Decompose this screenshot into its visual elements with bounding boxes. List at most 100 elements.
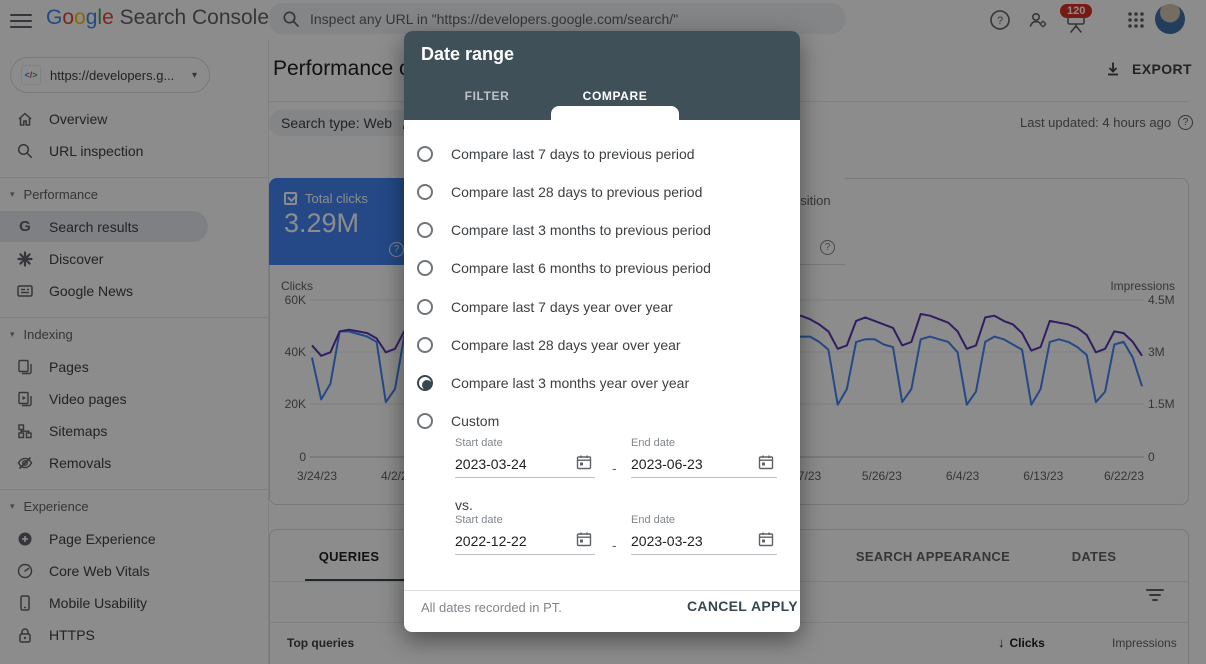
pages-icon bbox=[16, 358, 34, 376]
option-compare-3-months[interactable]: Compare last 3 months to previous period bbox=[404, 215, 800, 245]
help-icon[interactable]: ? bbox=[1178, 115, 1194, 130]
sidebar-item-google-news[interactable]: Google News bbox=[0, 275, 260, 306]
sidebar-item-label: Pages bbox=[49, 358, 89, 375]
option-custom[interactable]: Custom bbox=[404, 406, 800, 436]
radio-icon[interactable] bbox=[417, 337, 433, 353]
compare-start-date-field[interactable] bbox=[455, 531, 595, 555]
x-axis-tick: 5/26/23 bbox=[861, 469, 902, 483]
filter-icon[interactable] bbox=[1146, 589, 1164, 603]
lock-icon bbox=[16, 626, 34, 644]
sidebar-item-discover[interactable]: Discover bbox=[0, 243, 260, 274]
avatar[interactable] bbox=[1155, 4, 1185, 34]
active-tab-indicator bbox=[305, 579, 433, 582]
option-compare-28-days[interactable]: Compare last 28 days to previous period bbox=[404, 177, 800, 207]
calendar-icon[interactable] bbox=[758, 454, 774, 470]
compare-start-date-input[interactable] bbox=[455, 531, 595, 551]
table-header-clicks[interactable]: ↓ Clicks bbox=[998, 635, 1045, 650]
sidebar-section-experience[interactable]: ▾ Experience bbox=[0, 497, 260, 515]
divider bbox=[0, 177, 269, 178]
radio-icon[interactable] bbox=[417, 222, 433, 238]
tab-filter[interactable]: FILTER bbox=[464, 89, 510, 103]
option-compare-28-days-yoy[interactable]: Compare last 28 days year over year bbox=[404, 330, 800, 360]
calendar-icon[interactable] bbox=[576, 531, 592, 547]
option-label: Compare last 28 days year over year bbox=[451, 337, 681, 353]
video-pages-icon bbox=[16, 390, 34, 408]
sidebar-item-overview[interactable]: Overview bbox=[0, 103, 260, 134]
sidebar-section-indexing[interactable]: ▾ Indexing bbox=[0, 325, 260, 343]
sidebar-item-label: Search results bbox=[49, 218, 139, 235]
dialog-header: Date range FILTER COMPARE bbox=[404, 31, 800, 120]
compare-end-date-field[interactable] bbox=[631, 531, 777, 555]
sidebar-item-core-web-vitals[interactable]: Core Web Vitals bbox=[0, 555, 260, 586]
tab-dates[interactable]: DATES bbox=[1071, 549, 1117, 564]
calendar-icon[interactable] bbox=[758, 531, 774, 547]
sidebar-item-removals[interactable]: Removals bbox=[0, 447, 260, 478]
end-date-field[interactable] bbox=[631, 454, 777, 478]
option-compare-6-months[interactable]: Compare last 6 months to previous period bbox=[404, 253, 800, 283]
radio-icon[interactable] bbox=[417, 299, 433, 315]
search-input[interactable] bbox=[310, 10, 830, 27]
sidebar-item-sitemaps[interactable]: Sitemaps bbox=[0, 415, 260, 446]
sidebar-item-https[interactable]: HTTPS bbox=[0, 619, 260, 650]
sidebar-section-performance[interactable]: ▾ Performance bbox=[0, 185, 260, 203]
date-range-dialog: Date range FILTER COMPARE Compare last 7… bbox=[404, 31, 800, 632]
option-label: Compare last 7 days to previous period bbox=[451, 146, 695, 162]
radio-icon[interactable] bbox=[417, 413, 433, 429]
property-selector[interactable]: < / > https://developers.g... ▾ bbox=[10, 57, 210, 93]
vs-label: vs. bbox=[455, 497, 473, 513]
tab-queries[interactable]: QUERIES bbox=[318, 549, 380, 564]
app-logo[interactable]: Google Search Console bbox=[46, 6, 269, 30]
sidebar-item-label: Page Experience bbox=[49, 530, 156, 547]
radio-icon[interactable] bbox=[417, 375, 433, 391]
help-icon[interactable]: ? bbox=[988, 8, 1012, 32]
divider bbox=[0, 489, 269, 490]
menu-icon[interactable] bbox=[10, 10, 32, 30]
compare-end-date-input[interactable] bbox=[631, 531, 777, 551]
code-icon: < / > bbox=[21, 65, 41, 85]
chip-label: Search type: Web bbox=[281, 115, 393, 131]
radio-icon[interactable] bbox=[417, 146, 433, 162]
option-compare-3-months-yoy[interactable]: Compare last 3 months year over year bbox=[404, 368, 800, 398]
option-label: Compare last 28 days to previous period bbox=[451, 184, 703, 200]
export-button[interactable]: EXPORT bbox=[1104, 60, 1192, 78]
sidebar-item-label: Removals bbox=[49, 454, 112, 471]
tab-compare[interactable]: COMPARE bbox=[582, 89, 648, 103]
radio-icon[interactable] bbox=[417, 260, 433, 276]
section-title: Experience bbox=[23, 498, 89, 514]
total-clicks-card[interactable]: Total clicks 3.29M ? bbox=[269, 178, 413, 265]
help-icon[interactable]: ? bbox=[389, 242, 404, 257]
sidebar-item-pages[interactable]: Pages bbox=[0, 351, 260, 382]
help-icon[interactable]: ? bbox=[820, 240, 835, 255]
apps-grid-icon[interactable] bbox=[1124, 8, 1148, 32]
last-updated-text: Last updated: 4 hours ago bbox=[1020, 115, 1172, 130]
sidebar-item-video-pages[interactable]: Video pages bbox=[0, 383, 260, 414]
calendar-icon[interactable] bbox=[576, 454, 592, 470]
sidebar-item-label: Overview bbox=[49, 110, 108, 127]
table-header-impressions[interactable]: Impressions bbox=[1112, 636, 1177, 650]
cancel-button[interactable]: CANCEL bbox=[687, 598, 748, 614]
radio-icon[interactable] bbox=[417, 184, 433, 200]
option-compare-7-days-yoy[interactable]: Compare last 7 days year over year bbox=[404, 292, 800, 322]
right-axis-tick: 0 bbox=[1148, 450, 1155, 464]
sidebar-item-url-inspection[interactable]: URL inspection bbox=[0, 135, 260, 166]
card-value: 3.29M bbox=[284, 208, 360, 238]
tab-search-appearance[interactable]: SEARCH APPEARANCE bbox=[855, 549, 1011, 564]
user-settings-icon[interactable] bbox=[1026, 8, 1050, 32]
sort-arrow-icon: ↓ bbox=[998, 635, 1005, 650]
sidebar-item-mobile-usability[interactable]: Mobile Usability bbox=[0, 587, 260, 618]
start-date-field[interactable] bbox=[455, 454, 595, 478]
option-compare-7-days[interactable]: Compare last 7 days to previous period bbox=[404, 139, 800, 169]
sidebar-item-search-results[interactable]: G Search results bbox=[0, 211, 208, 242]
apply-button[interactable]: APPLY bbox=[751, 598, 798, 614]
search-type-chip[interactable]: Search type: Web bbox=[269, 110, 429, 136]
start-date-input[interactable] bbox=[455, 454, 595, 474]
checkbox-checked-icon[interactable] bbox=[284, 192, 297, 205]
sidebar-item-page-experience[interactable]: Page Experience bbox=[0, 523, 260, 554]
logo-letter: e bbox=[102, 6, 114, 29]
phone-icon bbox=[16, 594, 34, 612]
timezone-note: All dates recorded in PT. bbox=[421, 600, 562, 615]
option-label: Compare last 3 months year over year bbox=[451, 375, 690, 391]
start-date-label: Start date bbox=[455, 437, 503, 449]
url-inspect-searchbox[interactable] bbox=[268, 3, 846, 34]
end-date-input[interactable] bbox=[631, 454, 777, 474]
